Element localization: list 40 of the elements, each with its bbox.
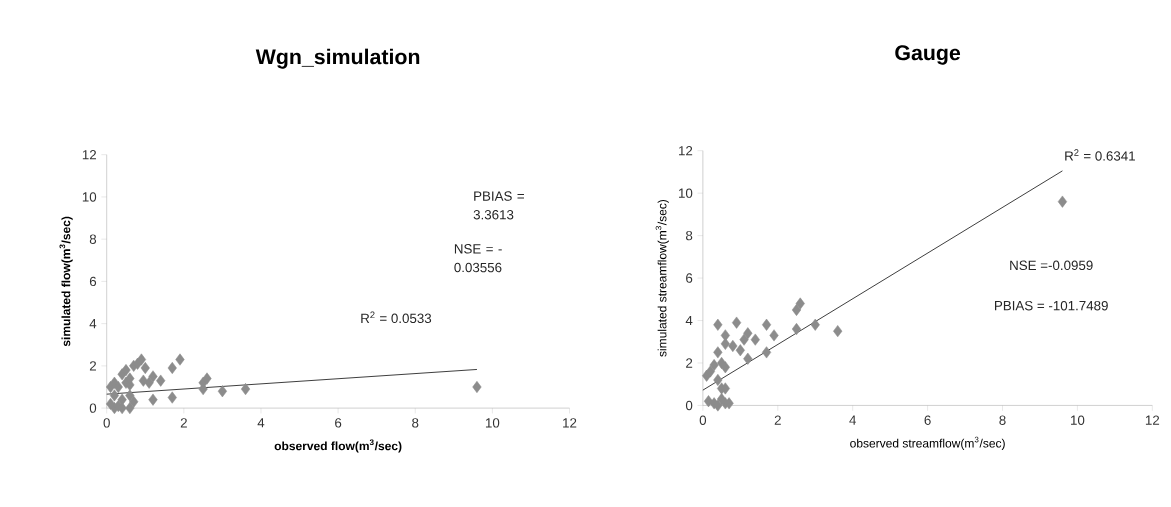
x-tick-label: 2 [180,418,187,428]
y-tick-label: 12 [82,150,96,160]
y-tick-label: 4 [89,319,97,329]
annotation: NSE =-0.0959 [1010,260,1093,271]
chart-title: Gauge [895,45,961,65]
annotation: PBIAS = -101.7489 [995,301,1108,311]
x-tick-label: 12 [1145,415,1160,425]
x-tick-label: 10 [1071,415,1085,426]
y-tick-label: 2 [89,361,96,371]
y-tick-label: 8 [89,234,97,244]
x-tick-label: 4 [849,415,857,425]
y-tick-label: 8 [685,230,693,241]
x-tick-label: 2 [774,415,781,425]
y-tick-label: 6 [89,276,97,287]
x-tick-label: 12 [563,418,577,428]
y-tick-label: 12 [679,146,693,156]
chart-title: Wgn_simulation [255,48,420,69]
x-tick-label: 6 [924,415,931,426]
annotation: NSE = -0.03556 [454,244,502,273]
y-tick-label: 0 [89,403,97,413]
x-tick-label: 4 [257,418,265,428]
x-axis-title: observed flow(m$^{3}$/sec) [274,439,402,453]
x-tick-label: 8 [999,415,1006,426]
annotation: PBIAS = 3.3613 [473,191,524,220]
y-axis-title: simulated streamflow(m$^{3}$/sec) [655,199,669,357]
annotation: R$^{2}$ = 0.0533 [361,311,432,324]
x-tick-label: 0 [699,415,707,426]
y-tick-label: 10 [679,188,693,198]
y-tick-label: 0 [685,400,693,411]
y-tick-label: 4 [685,316,693,326]
y-tick-label: 6 [686,273,693,283]
y-tick-label: 2 [686,358,693,368]
y-tick-label: 10 [82,192,97,202]
x-tick-label: 10 [485,418,500,428]
y-axis-title: simulated flow(m$^{3}$/sec) [59,216,73,347]
x-axis-title: observed streamflow(m$^{3}$/sec) [850,436,1005,451]
x-tick-label: 0 [103,418,110,428]
x-tick-label: 8 [412,418,419,428]
annotation: R$^{2}$ = 0.6341 [1065,149,1135,161]
x-tick-label: 6 [335,418,342,428]
